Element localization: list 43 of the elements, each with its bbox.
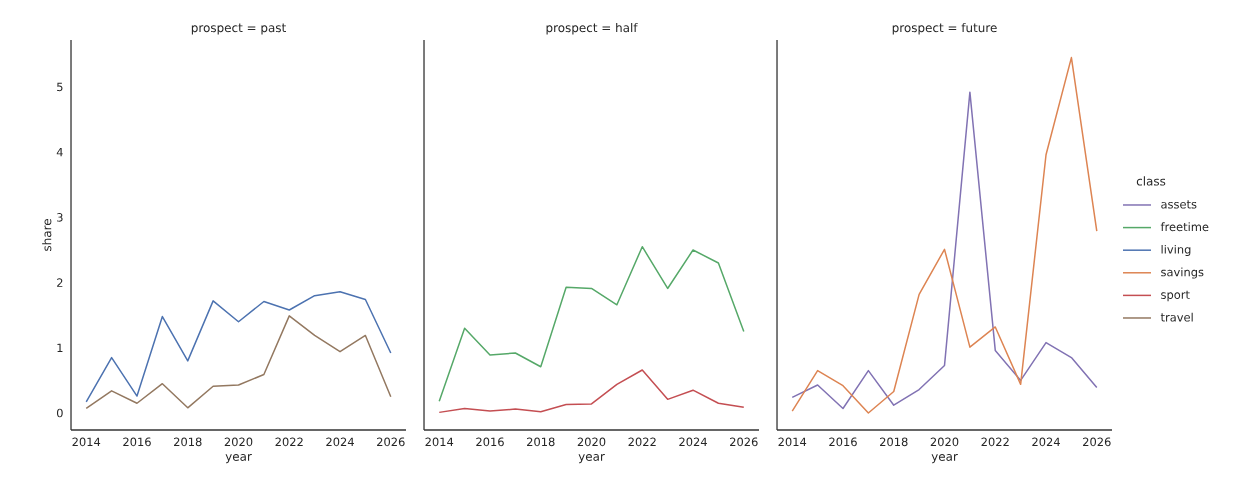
- x-tick-label: 2026: [377, 437, 405, 447]
- legend-label: assets: [1161, 200, 1197, 209]
- y-tick-label: 5: [57, 82, 63, 92]
- x-axis-title: year: [931, 454, 958, 464]
- text: living: [1161, 244, 1191, 256]
- x-tick-label: 2020: [930, 437, 959, 447]
- x-tick-label: 2016: [476, 437, 504, 447]
- legend-label: savings: [1161, 267, 1204, 279]
- y-tick-label: 3: [57, 213, 63, 222]
- line-series: [85, 290, 392, 403]
- x-tick-label: 2024: [1032, 437, 1060, 447]
- text: travel: [1160, 312, 1193, 322]
- x-tick-label: 2024: [326, 437, 354, 447]
- y-tick-label: 4: [56, 147, 63, 157]
- x-tick-label: 2014: [72, 437, 101, 447]
- x-tick-label: 2018: [527, 437, 555, 447]
- chart-title: prospect = past: [191, 23, 286, 35]
- x-tick-label: 2022: [628, 437, 656, 447]
- chart-title: prospect = future: [892, 22, 997, 35]
- x-tick-label: 2016: [829, 437, 857, 447]
- x-axis-title: year: [578, 454, 605, 464]
- legend-title: class: [1136, 176, 1166, 186]
- x-tick-label: 2026: [1083, 437, 1111, 447]
- chart-title: prospect = half: [546, 22, 638, 35]
- x-tick-label: 2026: [730, 437, 758, 447]
- x-axis-title: year: [225, 454, 252, 464]
- x-tick-label: 2020: [224, 437, 253, 447]
- x-tick-label: 2018: [880, 437, 908, 447]
- x-tick-label: 2014: [778, 437, 807, 447]
- line-series: [85, 315, 392, 410]
- y-tick-label: 1: [57, 343, 63, 352]
- x-tick-label: 2022: [275, 437, 303, 447]
- x-tick-label: 2016: [123, 437, 151, 447]
- y-tick-label: 2: [57, 278, 63, 287]
- x-tick-label: 2014: [425, 437, 454, 447]
- x-tick-label: 2024: [679, 437, 707, 447]
- y-tick-label: 0: [56, 408, 63, 418]
- x-tick-label: 2020: [577, 437, 606, 447]
- x-tick-label: 2022: [981, 437, 1009, 447]
- text: freetime: [1160, 222, 1209, 232]
- x-tick-label: 2018: [174, 437, 202, 447]
- text: sport: [1161, 290, 1190, 302]
- y-axis-title: share: [42, 219, 52, 251]
